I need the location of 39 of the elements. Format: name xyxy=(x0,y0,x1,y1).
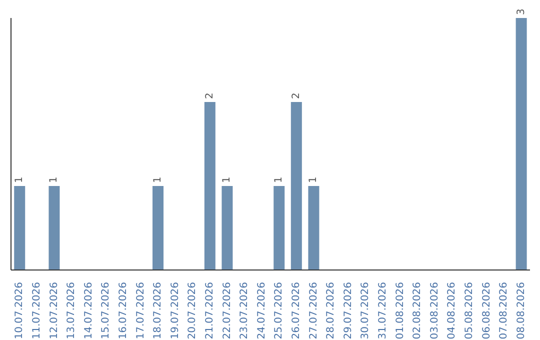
x-tick-label: 08.08.2026 xyxy=(516,282,527,340)
x-tick-label: 31.07.2026 xyxy=(377,282,388,340)
x-tick-label: 27.07.2026 xyxy=(308,282,320,340)
x-tick-label: 30.07.2026 xyxy=(360,282,372,340)
x-tick-label: 28.07.2026 xyxy=(326,282,337,340)
x-tick-label: 11.07.2026 xyxy=(31,282,42,340)
x-tick-label: 20.07.2026 xyxy=(187,282,198,340)
x-tick-label: 16.07.2026 xyxy=(118,282,129,340)
data-label: 1 xyxy=(152,176,164,183)
x-tick-label: 15.07.2026 xyxy=(100,282,112,340)
x-tick-label: 02.08.2026 xyxy=(412,282,424,340)
x-tick-label: 21.07.2026 xyxy=(204,282,216,340)
x-tick-label: 14.07.2026 xyxy=(83,282,94,340)
x-tick-label: 18.07.2026 xyxy=(152,282,164,340)
x-tick-label: 13.07.2026 xyxy=(66,282,78,340)
x-tick-label: 10.07.2026 xyxy=(14,282,26,340)
data-label: 2 xyxy=(204,92,216,99)
x-tick-label: 29.07.2026 xyxy=(342,282,354,340)
x-tick-label: 24.07.2026 xyxy=(256,282,268,340)
x-tick-label: 17.07.2026 xyxy=(135,282,146,340)
data-label: 1 xyxy=(222,176,233,183)
data-label: 3 xyxy=(516,8,527,15)
x-tick-label: 19.07.2026 xyxy=(170,282,181,340)
x-tick-label: 22.07.2026 xyxy=(222,282,233,340)
data-label: 1 xyxy=(14,176,26,183)
x-tick-label: 05.08.2026 xyxy=(464,282,475,340)
x-tick-label: 03.08.2026 xyxy=(429,282,440,340)
x-tick-label: 26.07.2026 xyxy=(290,282,302,340)
data-label: 1 xyxy=(308,176,320,183)
x-tick-label: 04.08.2026 xyxy=(446,282,458,340)
data-label: 1 xyxy=(274,176,285,183)
x-tick-label: 07.08.2026 xyxy=(498,282,510,340)
data-label: 1 xyxy=(48,176,60,183)
x-tick-label: 01.08.2026 xyxy=(394,282,406,340)
x-tick-label: 25.07.2026 xyxy=(274,282,285,340)
x-tick-label: 06.08.2026 xyxy=(481,282,492,340)
data-label: 2 xyxy=(290,92,302,99)
x-tick-label: 23.07.2026 xyxy=(239,282,250,340)
x-tick-label: 12.07.2026 xyxy=(48,282,60,340)
